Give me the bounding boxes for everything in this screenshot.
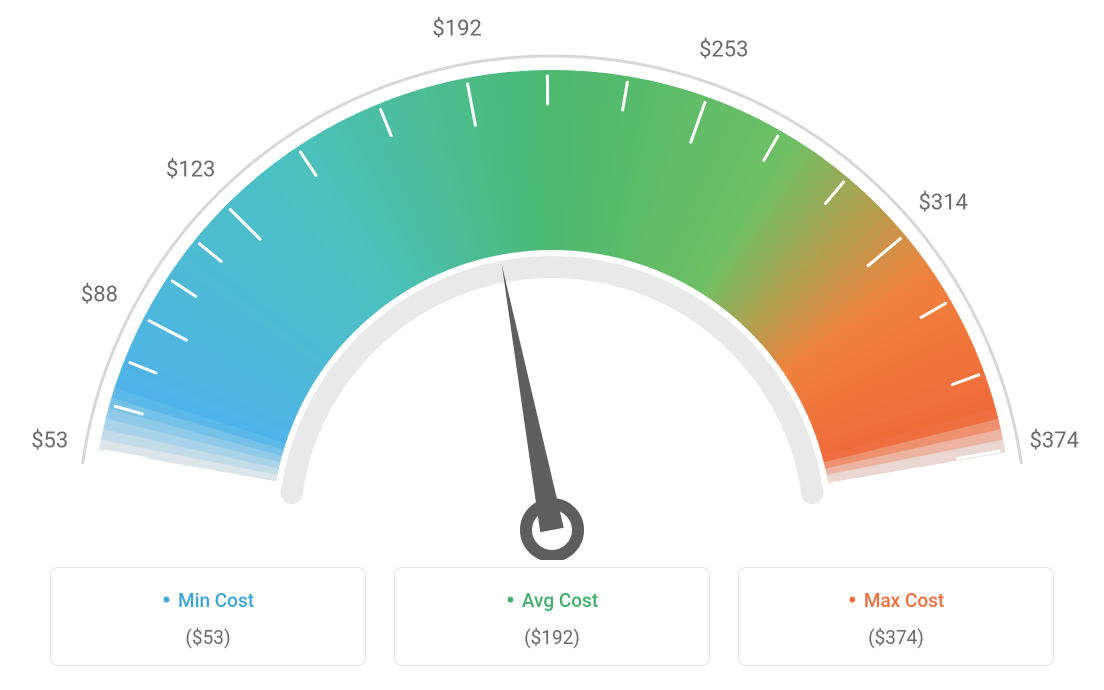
legend-title-max: Max Cost (751, 586, 1041, 616)
legend-value-min: ($53) (63, 626, 353, 649)
legend-row: Min Cost ($53) Avg Cost ($192) Max Cost … (50, 567, 1054, 666)
legend-card-min: Min Cost ($53) (50, 567, 366, 666)
legend-value-avg: ($192) (407, 626, 697, 649)
scale-label: $88 (81, 282, 118, 307)
gauge-svg (0, 0, 1104, 560)
legend-title-min: Min Cost (63, 586, 353, 616)
scale-label: $374 (1030, 429, 1079, 454)
scale-label: $253 (699, 37, 748, 62)
scale-label: $123 (166, 158, 215, 183)
legend-card-avg: Avg Cost ($192) (394, 567, 710, 666)
scale-label: $192 (432, 16, 481, 41)
cost-gauge: $53 $88 $123 $192 $253 $314 $374 (0, 0, 1104, 560)
legend-card-max: Max Cost ($374) (738, 567, 1054, 666)
legend-title-avg: Avg Cost (407, 586, 697, 616)
scale-label: $314 (918, 190, 967, 215)
legend-value-max: ($374) (751, 626, 1041, 649)
scale-label: $53 (31, 429, 68, 454)
